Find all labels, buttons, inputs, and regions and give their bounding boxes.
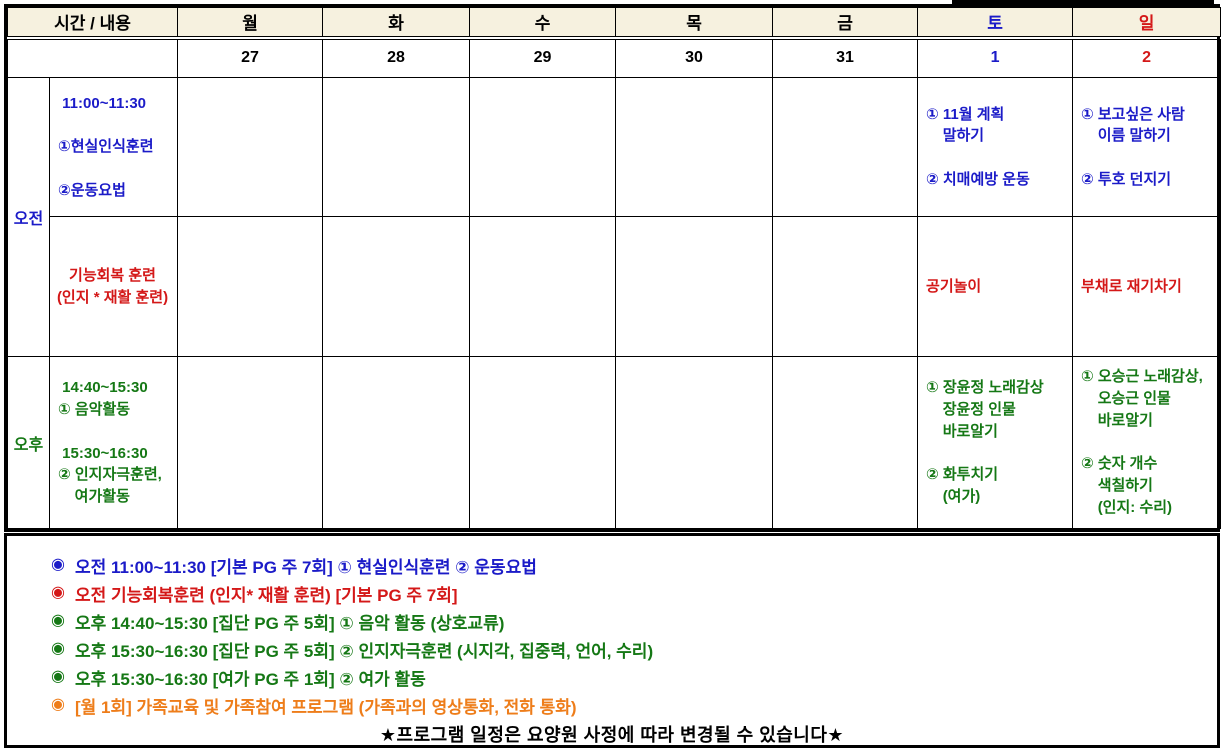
legend-item-text: 오후 15:30~16:30 [여가 PG 주 1회] ② 여가 활동 [74,669,426,689]
legend-items: ◉ 오전 11:00~11:30 [기본 PG 주 7회] ① 현실인식훈련 ②… [7,536,1217,719]
day-header-wed: 수 [469,7,617,40]
fisheye-bullet-icon: ◉ [51,640,65,657]
corner-header: 시간 / 내용 [6,7,179,40]
cell-sun-morning2: 부채로 재기차기 [1072,216,1222,357]
corner-date-cell [6,37,179,78]
date-mon: 27 [177,37,324,78]
cell-wed-morning2-empty [469,216,617,357]
date-tue: 28 [322,37,471,78]
cell-thu-morning2-empty [615,216,774,357]
fisheye-bullet-icon: ◉ [51,668,65,685]
row-label-afternoon: 오후 [7,356,50,529]
cell-sat-morning2: 공기놀이 [917,216,1074,357]
cell-sat-afternoon: ① 장윤정 노래감상 장윤정 인물 바로알기 ② 화투치기 (여가) [917,356,1074,529]
fisheye-bullet-icon: ◉ [51,696,65,713]
legend-item-text: 오전 기능회복훈련 (인지* 재활 훈련) [기본 PG 주 7회] [74,585,458,605]
day-header-sat: 토 [917,7,1074,40]
cell-thu-morning1-empty [615,77,774,217]
cell-wed-afternoon-empty [469,356,617,529]
date-sat: 1 [917,37,1074,78]
cell-tue-morning1-empty [322,77,471,217]
cell-sun-afternoon: ① 오승근 노래감상, 오승근 인물 바로알기 ② 숫자 개수 색칠하기 (인지… [1072,356,1222,529]
cell-thu-afternoon-empty [615,356,774,529]
date-fri: 31 [772,37,919,78]
legend-item-text: [월 1회] 가족교육 및 가족참여 프로그램 (가족과의 영상통화, 전화 통… [74,697,577,717]
legend-item-text: 오후 15:30~16:30 [집단 PG 주 5회] ② 인지자극훈련 (시지… [74,641,654,661]
cell-tue-afternoon-empty [322,356,471,529]
cell-sat-morning1: ① 11월 계획 말하기 ② 치매예방 운동 [917,77,1074,217]
legend-item-text: 오전 11:00~11:30 [기본 PG 주 7회] ① 현실인식훈련 ② 운… [74,557,537,577]
afternoon-row: 오후 14:40~15:30 ① 음악활동 15:30~16:30 ② 인지자극… [7,356,1222,529]
fisheye-bullet-icon: ◉ [51,584,65,601]
legend-item-family-program: ◉ [월 1회] 가족교육 및 가족참여 프로그램 (가족과의 영상통화, 전화… [51,691,1217,719]
legend-item-music-activity: ◉ 오후 14:40~15:30 [집단 PG 주 5회] ① 음악 활동 (상… [51,607,1217,635]
dates-row: 27 28 29 30 31 1 2 [6,37,1222,78]
day-header-thu: 목 [615,7,774,40]
top-title-underline [952,0,1214,4]
cell-morning2-program: 기능회복 훈련 (인지 * 재활 훈련) [48,216,179,357]
legend-item-recovery-training: ◉ 오전 기능회복훈련 (인지* 재활 훈련) [기본 PG 주 7회] [51,579,1217,607]
cell-sun-morning1: ① 보고싶은 사람 이름 말하기 ② 투호 던지기 [1072,77,1222,217]
day-header-fri: 금 [772,7,919,40]
legend-box: ◉ 오전 11:00~11:30 [기본 PG 주 7회] ① 현실인식훈련 ②… [4,533,1220,748]
cell-mon-morning2-empty [177,216,324,357]
date-sun: 2 [1072,37,1222,78]
cell-afternoon-program: 14:40~15:30 ① 음악활동 15:30~16:30 ② 인지자극훈련,… [48,356,179,529]
legend-item-morning-basic: ◉ 오전 11:00~11:30 [기본 PG 주 7회] ① 현실인식훈련 ②… [51,551,1217,579]
date-thu: 30 [615,37,774,78]
legend-item-leisure-activity: ◉ 오후 15:30~16:30 [여가 PG 주 1회] ② 여가 활동 [51,663,1217,691]
morning-row-1: 오전 11:00~11:30 ①현실인식훈련 ②운동요법 ① 11월 계획 말하… [7,77,1222,357]
cell-mon-morning1-empty [177,77,324,217]
row-label-morning: 오전 [7,77,50,357]
schedule-disclaimer: ★프로그램 일정은 요양원 사정에 따라 변경될 수 있습니다★ [379,725,845,745]
header-row: 시간 / 내용 월 화 수 목 금 토 일 [6,7,1222,40]
cell-morning1-program: 11:00~11:30 ①현실인식훈련 ②운동요법 [48,77,179,217]
day-header-tue: 화 [322,7,471,40]
fisheye-bullet-icon: ◉ [51,612,65,629]
cell-fri-morning1-empty [772,77,919,217]
day-header-sun: 일 [1072,7,1222,40]
date-wed: 29 [469,37,617,78]
schedule-table: 시간 / 내용 월 화 수 목 금 토 일 27 28 29 30 31 1 2… [6,7,1222,529]
fisheye-bullet-icon: ◉ [51,556,65,573]
schedule-table-wrap: 시간 / 내용 월 화 수 목 금 토 일 27 28 29 30 31 1 2… [4,4,1222,532]
legend-item-cognitive-training: ◉ 오후 15:30~16:30 [집단 PG 주 5회] ② 인지자극훈련 (… [51,635,1217,663]
morning-row-2: 기능회복 훈련 (인지 * 재활 훈련) 공기놀이 부채로 재기차기 [8,216,1222,357]
cell-fri-afternoon-empty [772,356,919,529]
cell-fri-morning2-empty [772,216,919,357]
cell-wed-morning1-empty [469,77,617,217]
cell-mon-afternoon-empty [177,356,324,529]
day-header-mon: 월 [177,7,324,40]
legend-item-text: 오후 14:40~15:30 [집단 PG 주 5회] ① 음악 활동 (상호교… [74,613,505,633]
cell-tue-morning2-empty [322,216,471,357]
